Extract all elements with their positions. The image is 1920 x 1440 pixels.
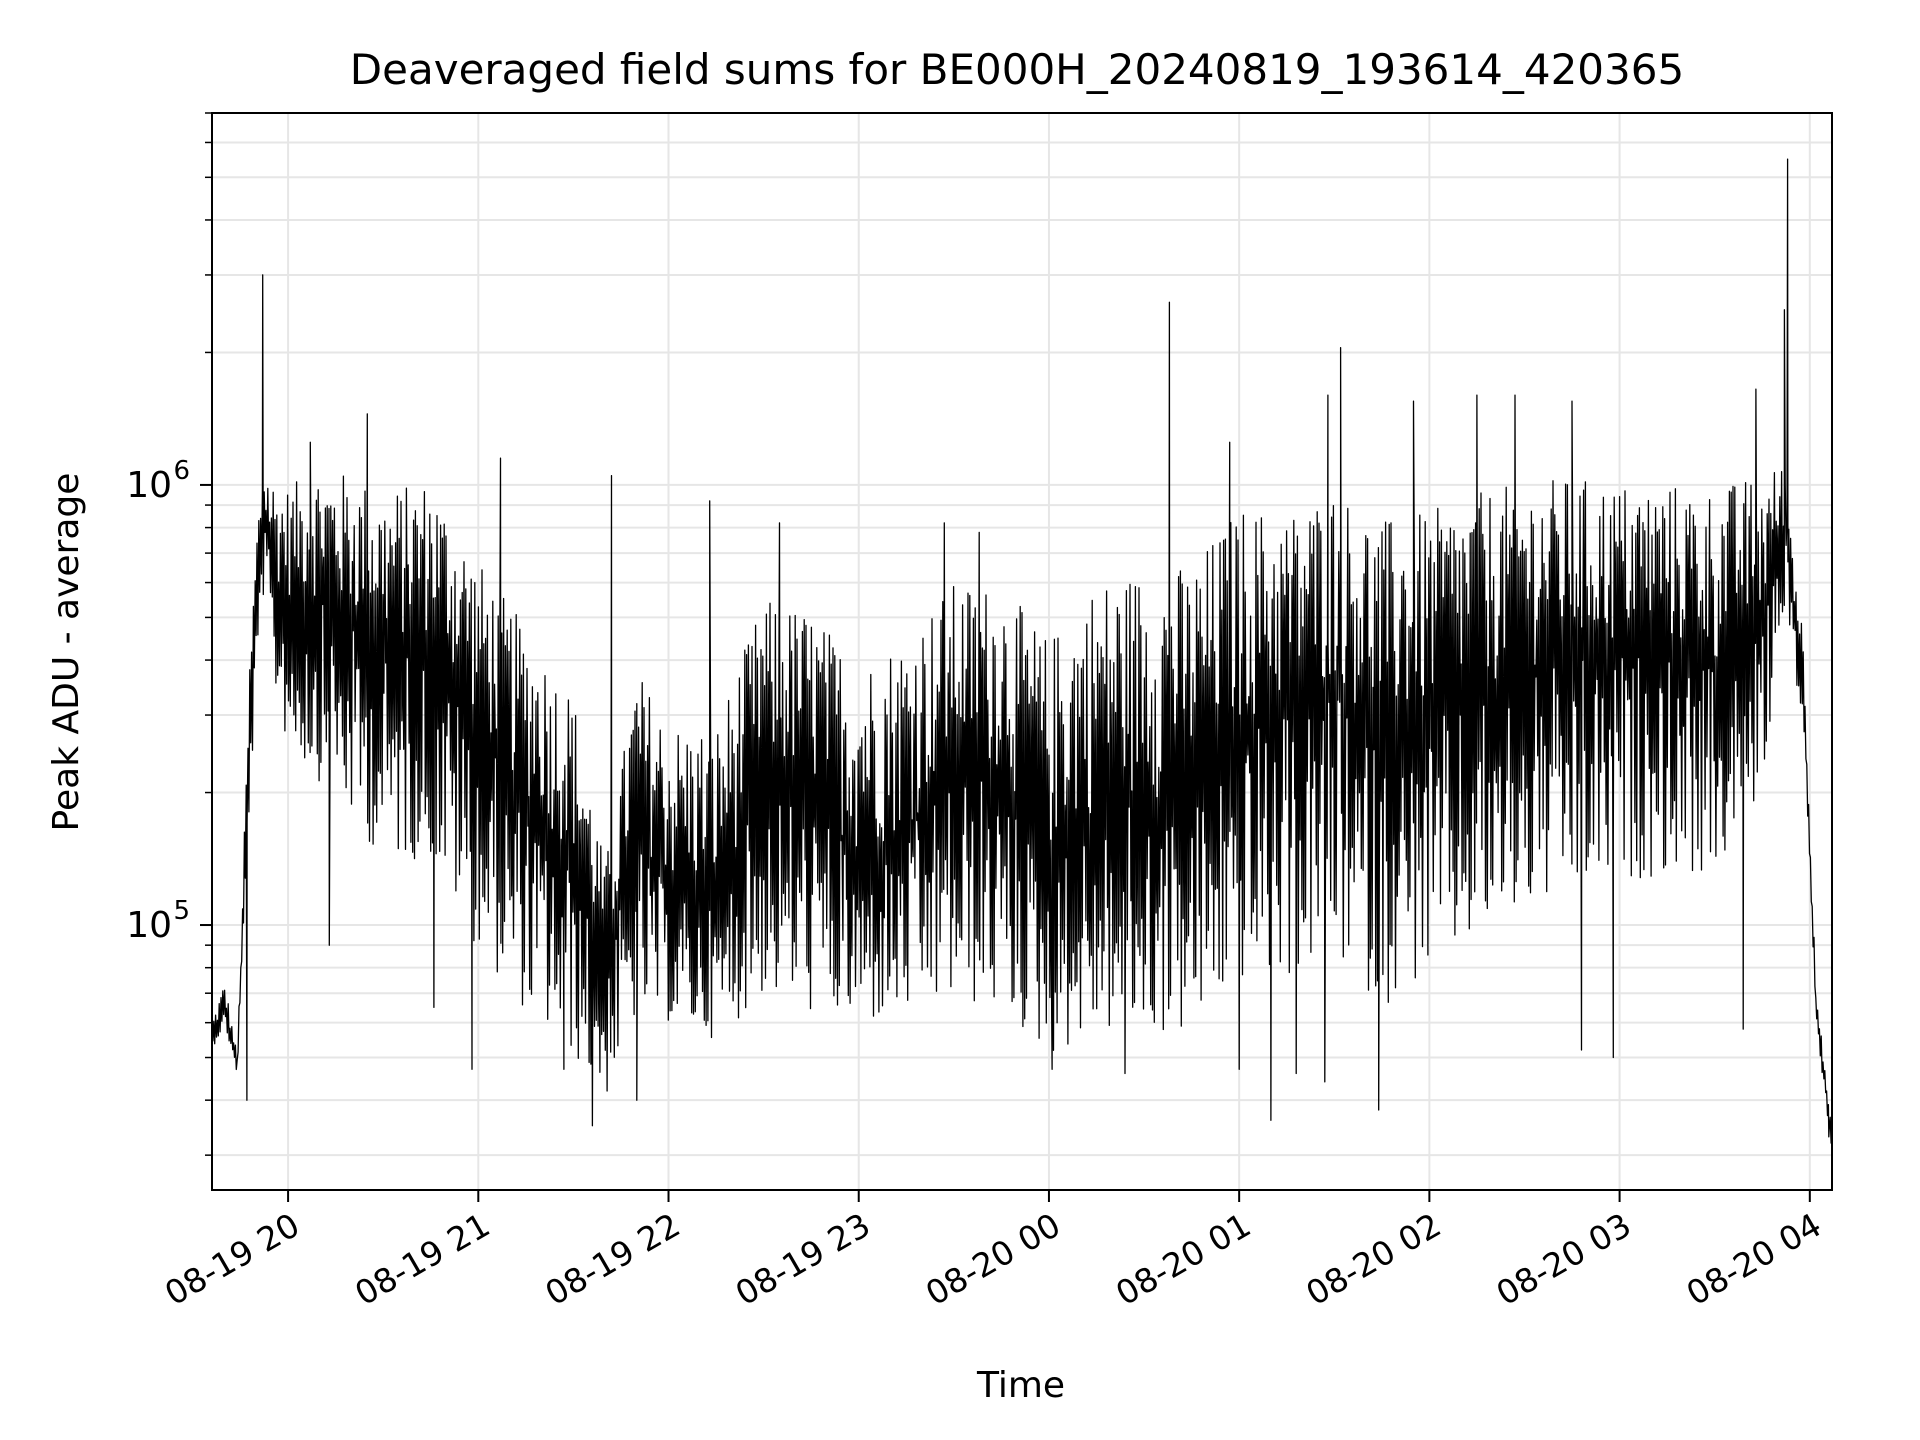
- series-layer: [211, 158, 1833, 1144]
- plot-frame: [211, 112, 1833, 1191]
- y-tick-base: 10: [126, 905, 172, 946]
- y-tick-label: 10: [126, 465, 172, 506]
- x-axis-label: Time: [976, 1365, 1065, 1406]
- series-line: [211, 158, 1833, 1144]
- y-tick-exponent: 5: [173, 896, 190, 926]
- y-axis-label: Peak ADU - average: [46, 473, 87, 832]
- y-tick-label: 10: [126, 905, 172, 946]
- y-tick-exponent: 6: [173, 456, 190, 486]
- y-tick-base: 10: [126, 465, 172, 506]
- chart-title: Deaveraged field sums for BE000H_2024081…: [350, 45, 1684, 94]
